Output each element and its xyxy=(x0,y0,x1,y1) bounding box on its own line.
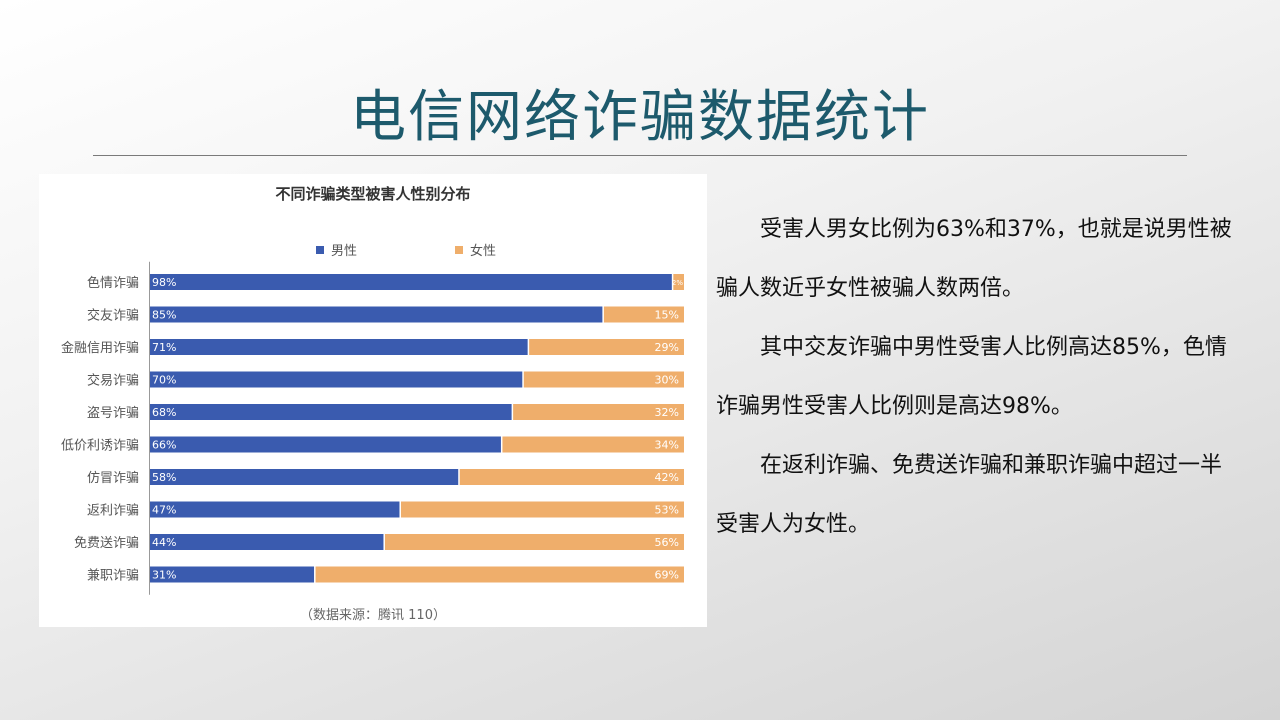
bar-female xyxy=(315,566,684,583)
category-label: 免费送诈骗 xyxy=(74,536,139,551)
legend-item-male: 男性 xyxy=(316,240,357,259)
data-label-male: 85% xyxy=(152,309,176,322)
data-label-female: 32% xyxy=(655,406,679,419)
category-label: 返利诈骗 xyxy=(87,504,139,519)
category-label: 交易诈骗 xyxy=(87,373,139,389)
category-label: 仿冒诈骗 xyxy=(87,471,139,486)
bar-male xyxy=(150,371,523,388)
paragraph: 其中交友诈骗中男性受害人比例高达85%，色情诈骗男性受害人比例则是高达98%。 xyxy=(716,335,1227,419)
chart-panel: 不同诈骗类型被害人性别分布 男性 女性 色情诈骗 98% 2% 交友诈骗 85% 15% 金… xyxy=(39,174,707,627)
category-label: 低价利诱诈骗 xyxy=(61,439,139,454)
data-label-male: 68% xyxy=(152,406,176,419)
bar-female xyxy=(384,534,684,550)
data-label-female: 69% xyxy=(655,569,679,582)
data-label-female: 34% xyxy=(655,439,679,452)
bar-male xyxy=(150,501,400,518)
data-label-male: 31% xyxy=(152,569,176,582)
legend-label-female: 女性 xyxy=(470,244,497,259)
bar-male xyxy=(150,534,384,550)
category-label: 盗号诈骗 xyxy=(87,405,139,421)
data-label-male: 70% xyxy=(152,374,176,387)
bar-female xyxy=(603,306,684,323)
slide-title: 电信网络诈骗数据统计 xyxy=(350,85,930,150)
legend-swatch-female xyxy=(455,245,463,254)
category-label: 色情诈骗 xyxy=(87,275,139,291)
bar-female xyxy=(400,501,684,518)
bar-male xyxy=(150,274,672,290)
bar-male xyxy=(150,566,315,583)
category-label: 交友诈骗 xyxy=(87,308,139,324)
data-label-male: 47% xyxy=(152,504,176,517)
bar-female xyxy=(523,371,684,388)
bar-male xyxy=(150,469,459,485)
bar-male xyxy=(150,436,501,453)
legend-swatch-male xyxy=(316,245,324,254)
data-label-female: 15% xyxy=(655,309,679,322)
data-label-female: 53% xyxy=(655,504,679,517)
bar-female xyxy=(502,436,684,453)
bar-female xyxy=(459,469,684,485)
paragraph: 在返利诈骗、免费送诈骗和兼职诈骗中超过一半受害人为女性。 xyxy=(716,453,1223,537)
data-label-female: 29% xyxy=(655,341,679,354)
data-label-female: 56% xyxy=(655,536,679,549)
bar-female xyxy=(513,404,684,420)
category-label: 金融信用诈骗 xyxy=(61,340,139,356)
category-label: 兼职诈骗 xyxy=(87,569,139,584)
legend-label-male: 男性 xyxy=(331,244,358,259)
data-label-female: 30% xyxy=(655,374,679,387)
bar-male xyxy=(150,306,603,323)
data-label-male: 58% xyxy=(152,471,176,484)
data-label-male: 66% xyxy=(152,439,176,452)
body-text: 受害人男女比例为63%和37%，也就是说男性被骗人数近乎女性被骗人数两倍。 其中… xyxy=(716,200,1232,554)
paragraph: 受害人男女比例为63%和37%，也就是说男性被骗人数近乎女性被骗人数两倍。 xyxy=(716,217,1232,301)
data-label-male: 71% xyxy=(152,341,176,354)
title-divider xyxy=(93,155,1187,156)
data-label-male: 44% xyxy=(152,536,176,549)
data-label-female: 2% xyxy=(672,279,683,287)
bar-male xyxy=(150,339,528,355)
data-source-note: （数据来源：腾讯 110） xyxy=(300,608,446,623)
legend-item-female: 女性 xyxy=(455,240,496,259)
data-label-male: 98% xyxy=(152,276,176,289)
data-label-female: 42% xyxy=(655,471,679,484)
chart-title: 不同诈骗类型被害人性别分布 xyxy=(275,185,471,203)
bar-female xyxy=(529,339,684,355)
bar-female xyxy=(673,274,684,290)
bar-chart: 色情诈骗 98% 2% 交友诈骗 85% 15% 金融信用诈骗 71% 29% 交易诈骗 70% 30… xyxy=(61,261,684,595)
bar-male xyxy=(150,404,512,420)
